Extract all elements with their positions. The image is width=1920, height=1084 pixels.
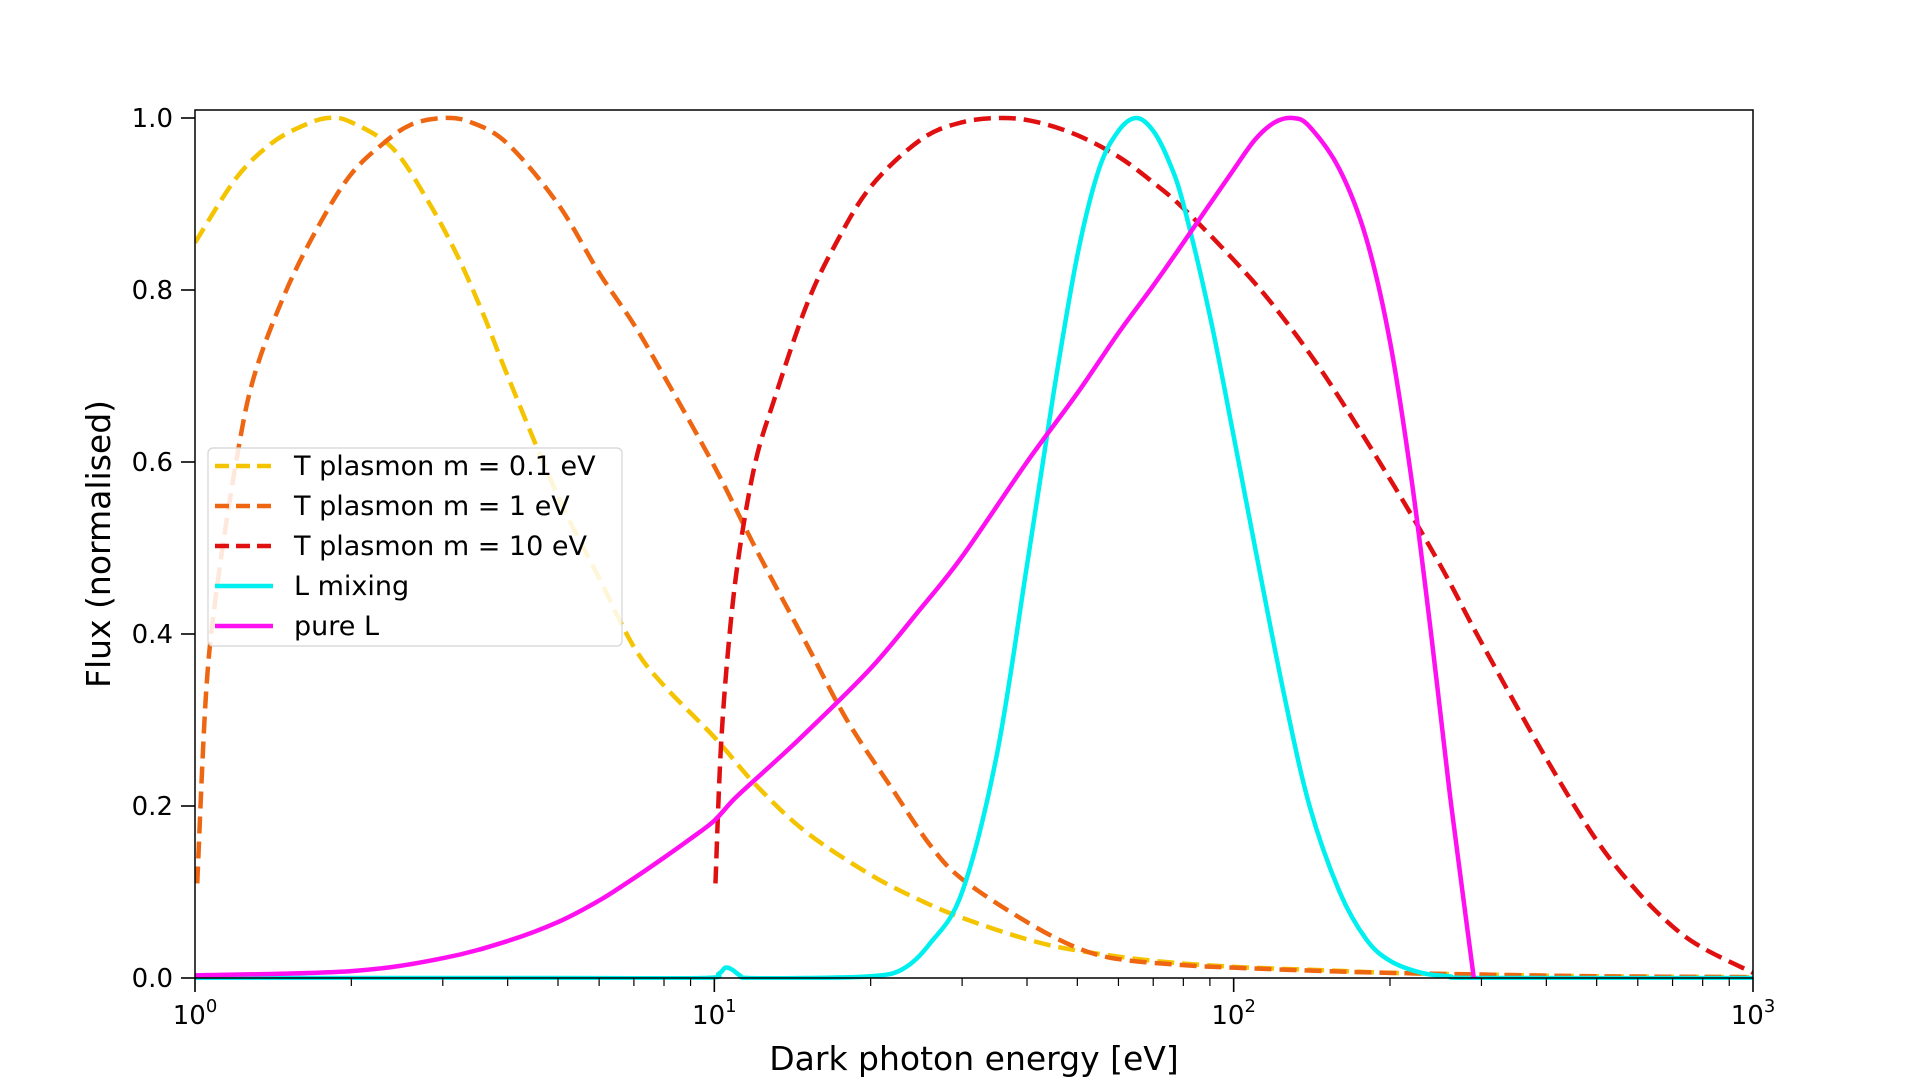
series-line-2	[713, 115, 1753, 975]
plot-frame	[194, 109, 1754, 979]
y-axis-ticks: 0.0 0.2 0.4 0.6 0.8 1.0	[132, 104, 195, 994]
series-line-4	[195, 115, 1477, 979]
x-minor-ticks	[350, 978, 1730, 986]
legend: T plasmon m = 0.1 eV T plasmon m = 1 eV T …	[207, 447, 623, 647]
y-tick-label-1: 0.2	[132, 792, 173, 822]
x-tick-label-3: 103	[1731, 996, 1776, 1031]
x-axis-title: Dark photon energy [eV]	[769, 1039, 1179, 1078]
legend-label-1: T plasmon m = 1 eV	[293, 491, 570, 522]
y-axis-title: Flux (normalised)	[79, 400, 118, 688]
y-tick-label-5: 1.0	[132, 104, 173, 134]
x-tick-label-0: 100	[173, 996, 218, 1031]
series-layer	[195, 115, 1753, 980]
legend-label-2: T plasmon m = 10 eV	[293, 531, 587, 562]
y-tick-label-3: 0.6	[132, 448, 173, 478]
x-tick-label-1: 101	[692, 996, 737, 1031]
legend-box	[207, 447, 623, 647]
legend-label-0: T plasmon m = 0.1 eV	[293, 451, 596, 482]
x-tick-label-2: 102	[1211, 996, 1256, 1031]
y-tick-label-4: 0.8	[132, 276, 173, 306]
legend-label-4: pure L	[294, 611, 379, 642]
x-axis-ticks: 100 101 102 103	[173, 978, 1776, 1031]
y-tick-label-2: 0.4	[132, 620, 173, 650]
series-line-1	[195, 115, 1753, 980]
series-line-3	[195, 115, 1753, 980]
y-tick-label-0: 0.0	[132, 964, 173, 994]
legend-label-3: L mixing	[294, 571, 409, 602]
